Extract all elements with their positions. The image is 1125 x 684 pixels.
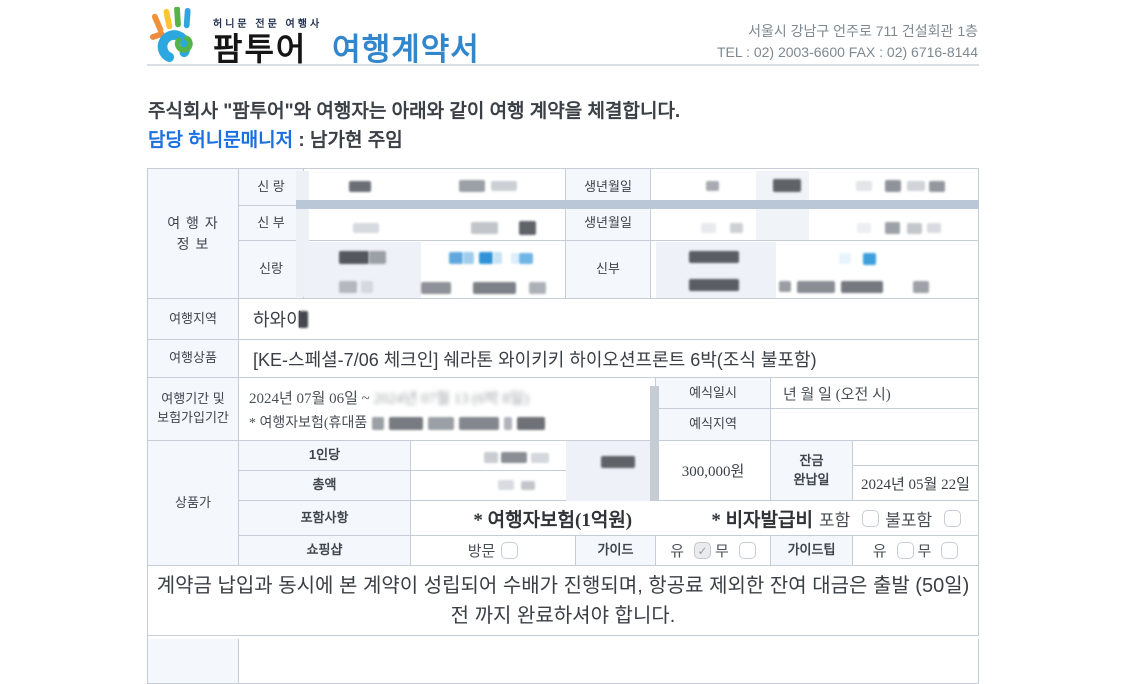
groom-birth-cell	[651, 169, 979, 206]
guide-no-label: 무	[715, 543, 729, 560]
period-value-masked: 2024년 07월 13 (6박 8일)	[373, 390, 529, 407]
period-value-cell: 2024년 07월 06일 ~ 2024년 07월 13 (6박 8일) * 여…	[239, 378, 656, 441]
wedding-datetime-value: 년 월 일 (오전 시)	[771, 378, 979, 409]
tip-no-label: 무	[917, 543, 932, 560]
company-logo: 허니문 전문 여행사 팜투어 여행계약서	[147, 7, 480, 65]
wedding-datetime-label: 예식일시	[656, 378, 771, 409]
bride2-row-label: 신부	[566, 241, 651, 299]
handprint-icon	[149, 7, 193, 64]
check-icon: ✓	[697, 543, 708, 558]
visit-cell: 방문	[411, 536, 576, 566]
manager-label: 담당 허니문매니저	[148, 130, 294, 151]
tip-yes-label: 유	[872, 543, 887, 560]
visa-include-label: 포함	[818, 510, 851, 530]
redaction-block	[298, 310, 308, 328]
redaction-block	[459, 416, 500, 430]
guide-yes-label: 유	[670, 543, 684, 560]
groom-info-cell	[304, 169, 566, 206]
product-label: 여행상품	[148, 340, 239, 378]
deposit-amount: 300,000원	[656, 441, 771, 501]
company-tagline: 허니문 전문 여행사	[213, 19, 323, 30]
visa-label: * 비자발급비	[711, 509, 813, 531]
manager-line: 담당 허니문매니저 : 남가현 주임	[148, 125, 403, 152]
next-row-value-cell	[239, 639, 979, 684]
company-contact: TEL : 02) 2003-6600 FAX : 02) 6716-8144	[717, 44, 978, 60]
guide-yes-checkbox[interactable]: ✓	[694, 542, 711, 559]
header-divider	[147, 64, 979, 66]
company-name: 팜투어	[213, 31, 308, 67]
groom2-row-label: 신랑	[239, 241, 304, 299]
included-insurance: * 여행자보험(1억원)	[473, 509, 633, 531]
redaction-block	[389, 416, 424, 430]
bride2-info-cell	[651, 241, 979, 299]
redaction-block	[504, 416, 513, 430]
redaction-block	[428, 416, 455, 430]
balance-empty-cell	[853, 441, 979, 466]
per-person-label: 1인당	[239, 441, 411, 471]
region-value: 하와이	[253, 310, 303, 330]
tip-yes-checkbox[interactable]	[896, 542, 914, 559]
bride-birth-label: 생년월일	[566, 206, 651, 241]
payment-notice: 계약금 납입과 동시에 본 계약이 성립되어 수배가 진행되며, 항공료 제외한…	[148, 566, 979, 636]
total-value-cell	[411, 471, 656, 501]
visit-checkbox[interactable]	[501, 542, 519, 559]
wedding-region-label: 예식지역	[656, 409, 771, 441]
balance-date: 2024년 05월 22일	[853, 466, 979, 501]
wedding-region-value	[771, 409, 979, 441]
company-address: 서울시 강남구 언주로 711 건설회관 1층	[748, 23, 978, 39]
tip-options-cell: 유 무	[853, 536, 979, 566]
guide-label: 가이드	[576, 536, 656, 566]
groom-birth-label: 생년월일	[566, 169, 651, 206]
total-label: 총액	[239, 471, 411, 501]
groom-row-label: 신 랑	[239, 169, 304, 206]
bride-birth-cell	[651, 206, 979, 241]
included-label: 포함사항	[239, 501, 411, 536]
redaction-block	[372, 416, 385, 430]
visit-label: 방문	[467, 543, 496, 560]
insurance-note: * 여행자보험(휴대품	[249, 415, 368, 431]
product-value: [KE-스페셜-7/06 체크인] 쉐라톤 와이키키 하이오션프론트 6박(조식…	[239, 340, 979, 378]
shop-label: 쇼핑샵	[239, 536, 411, 566]
bride-info-cell	[304, 206, 566, 241]
tip-label: 가이드팁	[771, 536, 853, 566]
traveler-section-label: 여 행 자 정 보	[148, 169, 239, 299]
visa-exclude-checkbox[interactable]	[944, 509, 962, 527]
manager-name: : 남가현 주임	[293, 130, 403, 151]
region-label: 여행지역	[148, 299, 239, 340]
contract-table: 여 행 자 정 보 신 랑 생년월일 신 부 생년월일 신랑 신부 여행지역 하…	[147, 168, 979, 684]
guide-no-checkbox[interactable]	[738, 542, 756, 559]
bride-row-label: 신 부	[239, 206, 304, 241]
balance-label: 잔금 완납일	[771, 441, 853, 501]
agreement-statement: 주식회사 "팜투어"와 여행자는 아래와 같이 여행 계약을 체결합니다.	[148, 101, 681, 122]
period-value: 2024년 07월 06일 ~	[249, 390, 374, 407]
guide-options-cell: 유 ✓ 무	[656, 536, 771, 566]
document-title: 여행계약서	[332, 32, 480, 67]
period-label: 여행기간 및 보험가입기간	[148, 378, 239, 441]
redaction-block	[517, 416, 546, 430]
next-row-label-cell	[148, 639, 239, 684]
groom2-info-cell	[304, 241, 566, 299]
price-section-label: 상품가	[148, 441, 239, 566]
region-value-cell: 하와이	[239, 299, 979, 340]
included-value-cell: * 여행자보험(1억원) * 비자발급비 포함 불포함	[411, 501, 979, 536]
visa-exclude-label: 불포함	[885, 510, 933, 530]
company-address-block: 서울시 강남구 언주로 711 건설회관 1층 TEL : 02) 2003-6…	[717, 21, 978, 63]
per-person-value-cell	[411, 441, 656, 471]
tip-no-checkbox[interactable]	[941, 542, 959, 559]
visa-include-checkbox[interactable]	[862, 509, 880, 527]
